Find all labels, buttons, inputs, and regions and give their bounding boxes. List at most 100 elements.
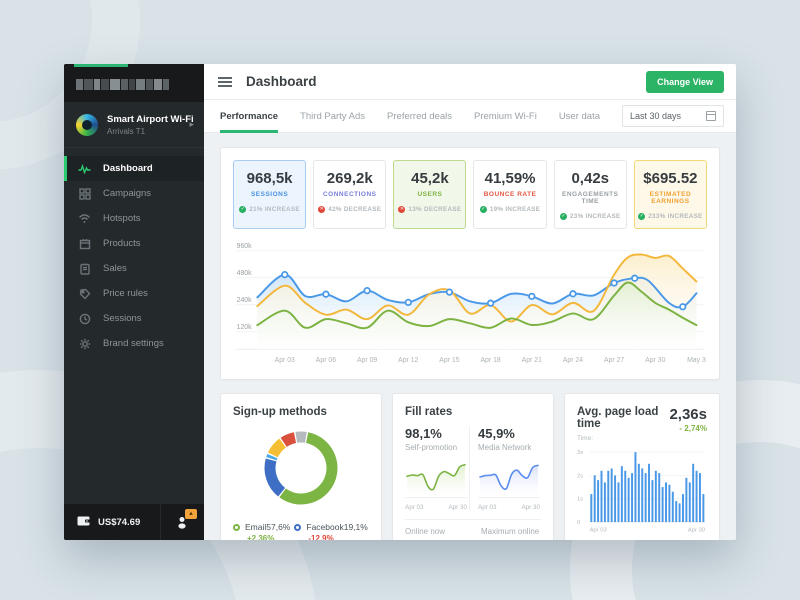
svg-text:Apr 06: Apr 06 bbox=[316, 357, 336, 364]
brand-subtitle: Arrivals T1 bbox=[107, 126, 146, 136]
tabs-bar: Performance Third Party Ads Preferred deal… bbox=[204, 100, 736, 133]
kpi-bounce-rate: 41,59% BOUNCE RATE ✓ 19% INCREASE bbox=[473, 160, 547, 229]
mini-chart-x-start: Apr 03 bbox=[478, 504, 497, 511]
tab-premium-wi-fi[interactable]: Premium Wi-Fi bbox=[474, 110, 537, 122]
campaigns-icon bbox=[78, 187, 91, 200]
decrease-icon: ✕ bbox=[318, 206, 326, 213]
svg-text:960k: 960k bbox=[237, 243, 252, 250]
mini-chart-x-end: Apr 30 bbox=[521, 504, 540, 511]
svg-text:Apr 03: Apr 03 bbox=[275, 357, 295, 364]
chevron-right-icon: ▸ bbox=[189, 119, 194, 129]
person-icon bbox=[177, 516, 186, 529]
svg-text:480k: 480k bbox=[237, 270, 252, 277]
svg-text:Apr 27: Apr 27 bbox=[604, 357, 624, 364]
page-load-card: Avg. page load time 2,36s - 2,74% Time: … bbox=[564, 393, 720, 540]
overview-card: 968,5k SESSIONS ✓ 21% INCREASE 269,2k CONNECT… bbox=[220, 147, 720, 380]
page-title: Dashboard bbox=[246, 74, 317, 89]
sidebar-item-products[interactable]: Products bbox=[64, 231, 204, 256]
sidebar-menu: Dashboard Campaigns Hotspots Products Sales P… bbox=[64, 148, 204, 356]
fill-rate-value: 45,9% bbox=[478, 426, 515, 441]
account-notifications-button[interactable]: ▲ bbox=[160, 504, 204, 540]
fill-rate-self-promotion: 98,1% Self-promotion Apr 03 Apr 30 bbox=[405, 426, 469, 511]
svg-text:Apr 30: Apr 30 bbox=[688, 528, 705, 534]
tab-performance[interactable]: Performance bbox=[220, 100, 279, 133]
kpi-value: 968,5k bbox=[246, 170, 293, 187]
balance-amount: US$74.69 bbox=[98, 516, 141, 528]
kpi-change: ✕ 13% DECREASE bbox=[398, 206, 462, 213]
app-logo bbox=[64, 64, 204, 102]
kpi-change: ✓ 21% INCREASE bbox=[239, 206, 300, 213]
hotspots-icon bbox=[78, 212, 91, 225]
media-network-mini-chart bbox=[478, 452, 540, 503]
wallet-balance[interactable]: US$74.69 bbox=[64, 504, 160, 540]
sidebar-item-sales[interactable]: Sales bbox=[64, 256, 204, 281]
svg-text:May 3: May 3 bbox=[687, 357, 706, 364]
main-area: Dashboard Change View Performance Third P… bbox=[204, 64, 736, 540]
fill-rate-value: 98,1% bbox=[405, 426, 442, 441]
kpi-label: ESTIMATED EARNINGS bbox=[649, 191, 692, 205]
kpi-label: ENGAGEMENTS TIME bbox=[562, 191, 619, 205]
tab-preferred-deals[interactable]: Preferred deals bbox=[387, 110, 452, 122]
mini-chart-x-end: Apr 30 bbox=[448, 504, 467, 511]
page-load-change: - 2,74% bbox=[679, 424, 707, 433]
legend-dot bbox=[233, 523, 240, 531]
brand-switcher[interactable]: Smart Airport Wi-Fi Arrivals T1 ▸ bbox=[64, 102, 204, 148]
time-axis-label: Time: bbox=[577, 435, 594, 442]
svg-text:Apr 09: Apr 09 bbox=[357, 357, 377, 364]
sidebar: Smart Airport Wi-Fi Arrivals T1 ▸ Dashbo… bbox=[64, 64, 204, 540]
kpi-connections: 269,2k CONNECTIONS ✕ 42% DECREASE bbox=[313, 160, 387, 229]
sidebar-item-campaigns[interactable]: Campaigns bbox=[64, 181, 204, 206]
kpi-change: ✓ 19% INCREASE bbox=[479, 206, 541, 213]
mini-chart-x-start: Apr 03 bbox=[405, 504, 424, 511]
sidebar-item-brand-settings[interactable]: Brand settings bbox=[64, 331, 204, 356]
kpi-value: $695.52 bbox=[643, 170, 698, 187]
fill-rate-media-network: 45,9% Media Network Apr 03 Apr 30 bbox=[469, 426, 542, 511]
signup-methods-title: Sign-up methods bbox=[233, 406, 327, 418]
signup-donut-chart bbox=[233, 426, 369, 510]
kpi-value: 0,42s bbox=[571, 170, 610, 187]
dashboard-content: 968,5k SESSIONS ✓ 21% INCREASE 269,2k CONNECT… bbox=[204, 133, 736, 540]
svg-text:Apr 03: Apr 03 bbox=[590, 528, 607, 534]
sidebar-item-dashboard[interactable]: Dashboard bbox=[64, 156, 204, 181]
alert-badge: ▲ bbox=[185, 509, 197, 519]
brand-logo-icon bbox=[76, 113, 98, 136]
sidebar-item-sessions[interactable]: Sessions bbox=[64, 306, 204, 331]
date-range-select[interactable]: Last 30 days bbox=[622, 105, 724, 127]
traffic-area-chart: 960k 480k 240k 120k Apr 03 Apr 06 Apr 09 Apr 12… bbox=[233, 239, 707, 367]
change-view-button[interactable]: Change View bbox=[646, 70, 724, 93]
svg-text:240k: 240k bbox=[237, 297, 252, 304]
svg-text:Apr 15: Apr 15 bbox=[439, 357, 459, 364]
kpi-label: SESSIONS bbox=[250, 191, 289, 198]
increase-icon: ✓ bbox=[479, 206, 487, 213]
legend-item-email: Email 57,6% +2,36% bbox=[233, 516, 294, 540]
sessions-icon bbox=[78, 312, 91, 325]
legend-dot bbox=[294, 523, 302, 531]
svg-text:Apr 30: Apr 30 bbox=[645, 357, 665, 364]
increase-icon: ✓ bbox=[559, 213, 567, 220]
kpi-change: ✓ 233% INCREASE bbox=[638, 213, 703, 220]
sidebar-footer: US$74.69 ▲ bbox=[64, 504, 204, 540]
brand-name: Smart Airport Wi-Fi bbox=[107, 113, 194, 125]
brand-settings-icon bbox=[78, 337, 91, 350]
products-icon bbox=[78, 237, 91, 250]
sidebar-item-price-rules[interactable]: Price rules bbox=[64, 281, 204, 306]
svg-text:Apr 18: Apr 18 bbox=[480, 357, 500, 364]
price-rules-icon bbox=[78, 287, 91, 300]
sidebar-item-hotspots[interactable]: Hotspots bbox=[64, 206, 204, 231]
hamburger-menu-icon[interactable] bbox=[218, 75, 232, 89]
kpi-users: 45,2k USERS ✕ 13% DECREASE bbox=[393, 160, 467, 229]
tab-third-party-ads[interactable]: Third Party Ads bbox=[300, 110, 366, 122]
topbar: Dashboard Change View bbox=[204, 64, 736, 100]
svg-text:3s: 3s bbox=[577, 450, 583, 456]
page-load-title: Avg. page load time bbox=[577, 406, 659, 430]
svg-text:Apr 21: Apr 21 bbox=[522, 357, 542, 364]
logo-accent-bar bbox=[74, 64, 128, 67]
kpi-label: USERS bbox=[417, 191, 443, 198]
kpi-value: 269,2k bbox=[326, 170, 373, 187]
self-promotion-mini-chart bbox=[405, 452, 467, 503]
maximum-online-stat: Maximum online 49.632 bbox=[481, 527, 540, 540]
tab-user-data[interactable]: User data bbox=[558, 110, 600, 122]
signup-methods-card: Sign-up methods Email 57,6% +2,36% Facebook… bbox=[220, 393, 382, 540]
svg-text:2s: 2s bbox=[577, 473, 583, 479]
